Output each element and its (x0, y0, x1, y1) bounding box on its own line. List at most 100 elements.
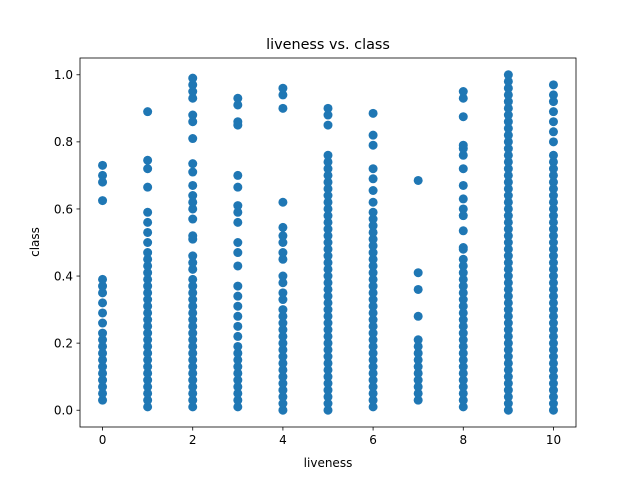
data-point (413, 395, 423, 405)
data-point (188, 308, 198, 318)
data-point (458, 375, 468, 385)
data-point (323, 392, 333, 402)
data-point (143, 254, 153, 264)
data-point (503, 150, 513, 160)
data-point (143, 217, 153, 227)
data-point (413, 341, 423, 351)
data-point (368, 321, 378, 331)
data-point (323, 271, 333, 281)
data-point (548, 291, 558, 301)
data-point (458, 243, 468, 253)
data-point (458, 164, 468, 174)
data-point (368, 355, 378, 365)
data-point (548, 191, 558, 201)
y-tick-label: 1.0 (54, 68, 73, 82)
data-point (413, 368, 423, 378)
y-tick-label: 0.4 (54, 269, 73, 283)
data-point (458, 295, 468, 305)
data-point (368, 140, 378, 150)
data-point (188, 251, 198, 261)
data-point (233, 311, 243, 321)
data-point (413, 355, 423, 365)
data-point (548, 284, 558, 294)
data-point (188, 274, 198, 284)
data-point (503, 365, 513, 375)
data-point (98, 298, 108, 308)
data-point (503, 197, 513, 207)
data-point (143, 368, 153, 378)
data-point (368, 382, 378, 392)
data-point (188, 341, 198, 351)
data-point (188, 368, 198, 378)
data-point (503, 97, 513, 107)
data-point (188, 288, 198, 298)
data-point (323, 291, 333, 301)
data-point (458, 315, 468, 325)
data-point (458, 288, 468, 298)
data-point (233, 217, 243, 227)
data-point (143, 248, 153, 258)
data-point (233, 321, 243, 331)
data-point (458, 335, 468, 345)
data-point (458, 211, 468, 221)
data-point (368, 197, 378, 207)
data-point (143, 227, 153, 237)
data-point (548, 217, 558, 227)
data-point (278, 331, 288, 341)
data-point (413, 382, 423, 392)
data-point (323, 204, 333, 214)
data-point (188, 117, 198, 127)
data-point (278, 352, 288, 362)
data-point (458, 395, 468, 405)
data-point (143, 301, 153, 311)
data-point (503, 238, 513, 247)
data-point (548, 325, 558, 335)
data-point (278, 231, 288, 241)
data-point (98, 335, 108, 345)
data-point (188, 375, 198, 385)
data-point (548, 164, 558, 174)
data-point (503, 338, 513, 348)
data-point (188, 264, 198, 274)
data-point (98, 388, 108, 398)
data-point (323, 197, 333, 207)
data-point (503, 378, 513, 388)
data-point (188, 93, 198, 103)
data-point (323, 231, 333, 241)
data-point (548, 80, 558, 90)
data-point (323, 191, 333, 201)
data-point (458, 341, 468, 351)
data-point (503, 211, 513, 221)
data-point (458, 204, 468, 214)
data-point (548, 197, 558, 207)
data-point (323, 217, 333, 227)
data-point (413, 311, 423, 321)
data-point (143, 335, 153, 345)
data-point (188, 281, 198, 291)
data-point (503, 352, 513, 362)
data-point (98, 160, 108, 170)
data-point (278, 295, 288, 305)
data-point (188, 110, 198, 120)
data-point (98, 341, 108, 351)
data-point (368, 248, 378, 258)
data-point (458, 261, 468, 271)
data-point (278, 83, 288, 93)
data-point (503, 284, 513, 294)
data-point (458, 226, 468, 236)
x-tick-label: 2 (189, 433, 197, 447)
data-point (503, 264, 513, 274)
data-point (548, 157, 558, 167)
data-point (278, 318, 288, 328)
data-point (503, 76, 513, 86)
data-point (188, 295, 198, 305)
data-point (143, 274, 153, 284)
data-point (368, 395, 378, 405)
data-point (503, 311, 513, 321)
data-point (503, 123, 513, 133)
data-point (458, 402, 468, 412)
data-point (548, 137, 558, 147)
data-point (233, 248, 243, 258)
data-point (548, 298, 558, 308)
data-point (548, 385, 558, 395)
